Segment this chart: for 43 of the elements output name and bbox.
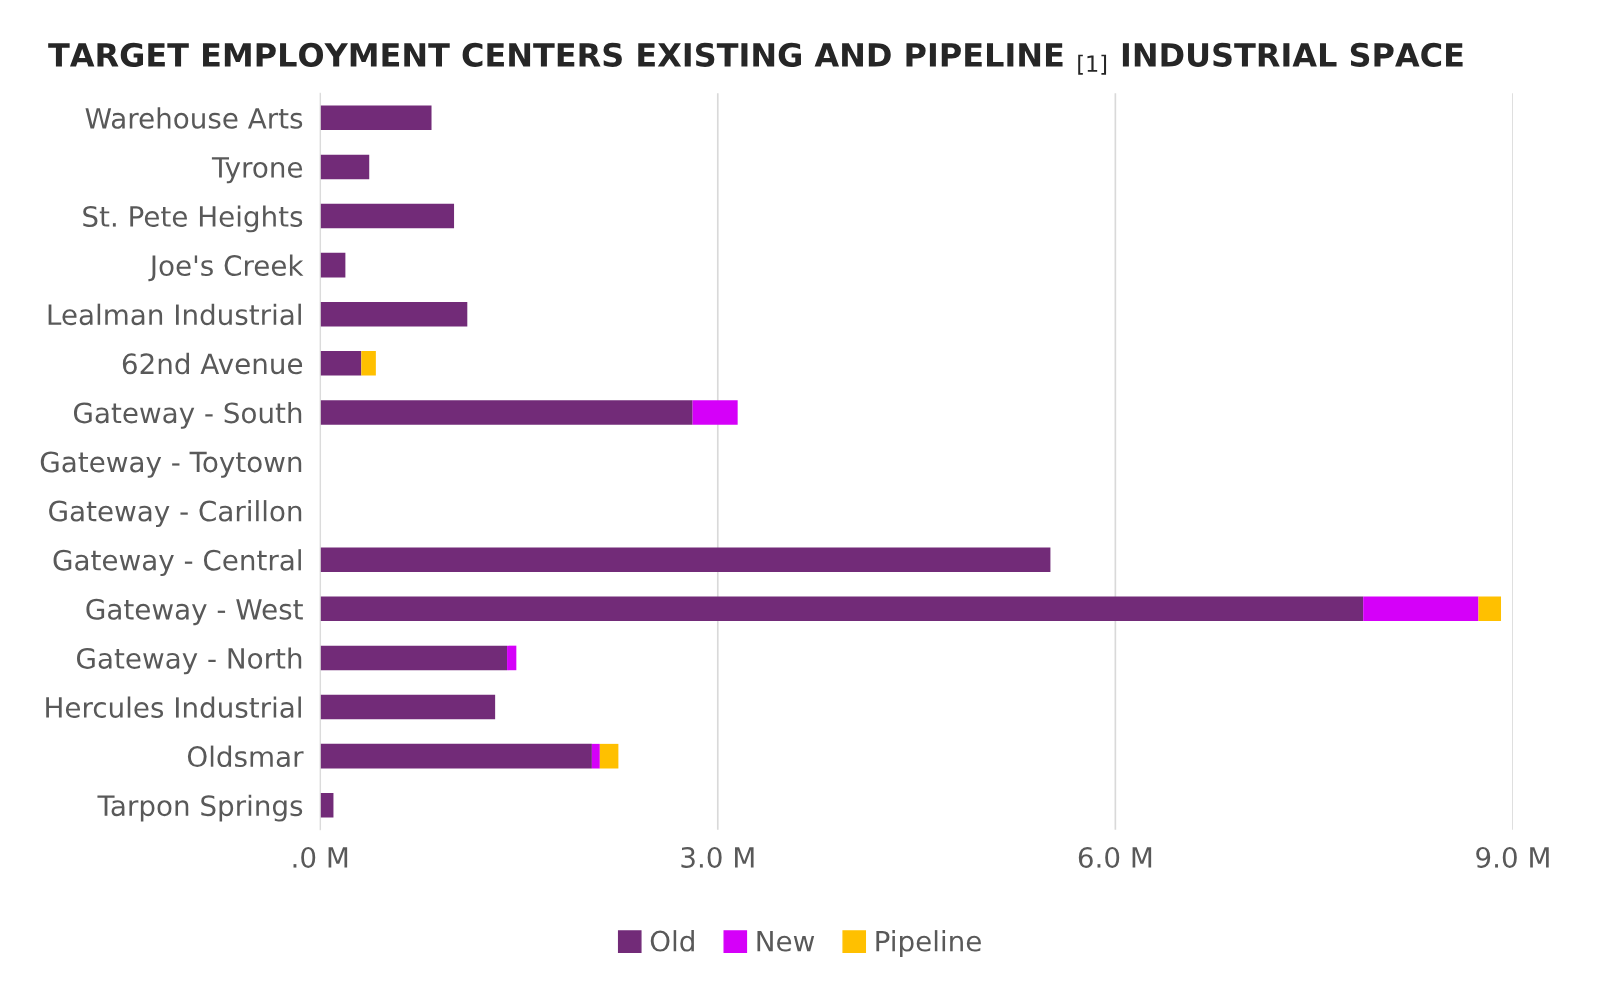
bar [320, 645, 508, 671]
y-tick-label: Gateway - Carillon [49, 500, 302, 527]
x-tick-label: 9.0 M [1476, 846, 1549, 868]
y-tick-label: Joe's Creek [148, 254, 304, 282]
y-tick-label: Gateway - Toytown [40, 451, 302, 478]
y-tick-label: 62nd Avenue [122, 352, 303, 375]
bar [1478, 596, 1502, 622]
bar [507, 645, 517, 671]
bar [361, 351, 376, 376]
y-tick-label: Gateway - West [86, 598, 303, 626]
bar [320, 400, 693, 425]
bar [320, 596, 1364, 622]
bar [320, 105, 432, 131]
bar [320, 154, 370, 180]
chart-title: TARGET EMPLOYMENT CENTERS EXISTING AND PIPELINE $_{[1]}$ INDUSTRIAL SPACE [48, 42, 1463, 75]
y-tick-label: Tyrone [211, 157, 303, 184]
bar [591, 743, 600, 769]
bar [1363, 596, 1479, 622]
y-tick-label: Gateway - South [73, 401, 302, 429]
bar [320, 351, 362, 376]
bar [320, 547, 1051, 573]
y-tick-label: Lealman Industrial [48, 303, 301, 326]
y-tick-label: Oldsmar [187, 745, 304, 768]
bar [599, 743, 619, 769]
bar [320, 743, 592, 769]
bar [320, 694, 496, 720]
bar [320, 792, 334, 818]
y-tick-label: Gateway - North [77, 647, 302, 675]
x-tick-label: .0 M [293, 846, 348, 868]
y-tick-label: St. Pete Heights [83, 205, 303, 233]
bar [320, 203, 455, 229]
legend-label: Pipeline [876, 930, 981, 957]
x-tick-label: 6.0 M [1078, 846, 1152, 868]
y-tick-label: Hercules Industrial [46, 696, 301, 718]
y-tick-label: Gateway - Central [53, 549, 301, 577]
bar [692, 400, 738, 425]
bar [320, 252, 346, 278]
legend-label: Old [650, 930, 694, 952]
bar [320, 301, 468, 327]
y-tick-label: Warehouse Arts [85, 107, 303, 129]
x-tick-label: 3.0 M [681, 846, 754, 868]
y-tick-label: Tarpon Springs [97, 794, 303, 822]
legend-label: New [757, 930, 815, 952]
